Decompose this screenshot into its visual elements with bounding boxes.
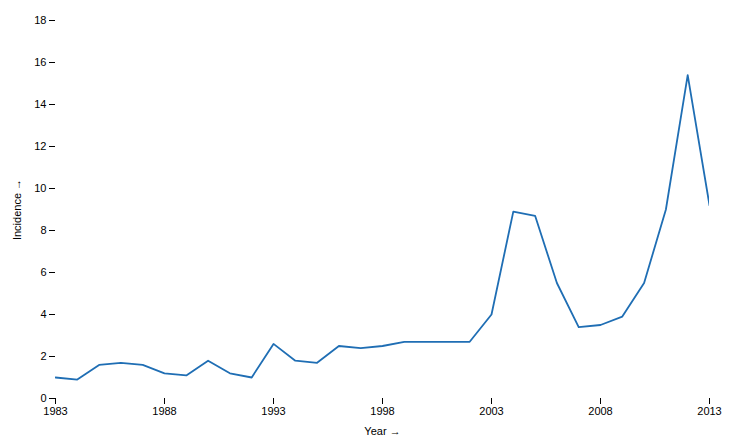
svg-text:6: 6 [40, 266, 46, 278]
svg-text:1983: 1983 [43, 405, 67, 417]
svg-text:0: 0 [40, 392, 46, 404]
svg-text:18: 18 [34, 14, 46, 26]
svg-text:16: 16 [34, 56, 46, 68]
svg-text:1988: 1988 [152, 405, 176, 417]
svg-text:2: 2 [40, 350, 46, 362]
svg-text:10: 10 [34, 182, 46, 194]
svg-text:Incidence →: Incidence → [11, 179, 23, 240]
svg-text:12: 12 [34, 140, 46, 152]
svg-text:2013: 2013 [697, 405, 721, 417]
svg-text:4: 4 [40, 308, 46, 320]
svg-text:2008: 2008 [588, 405, 612, 417]
svg-text:1993: 1993 [261, 405, 285, 417]
svg-text:14: 14 [34, 98, 46, 110]
svg-text:8: 8 [40, 224, 46, 236]
svg-text:Year →: Year → [364, 425, 400, 437]
svg-text:1998: 1998 [370, 405, 394, 417]
svg-text:2003: 2003 [479, 405, 503, 417]
